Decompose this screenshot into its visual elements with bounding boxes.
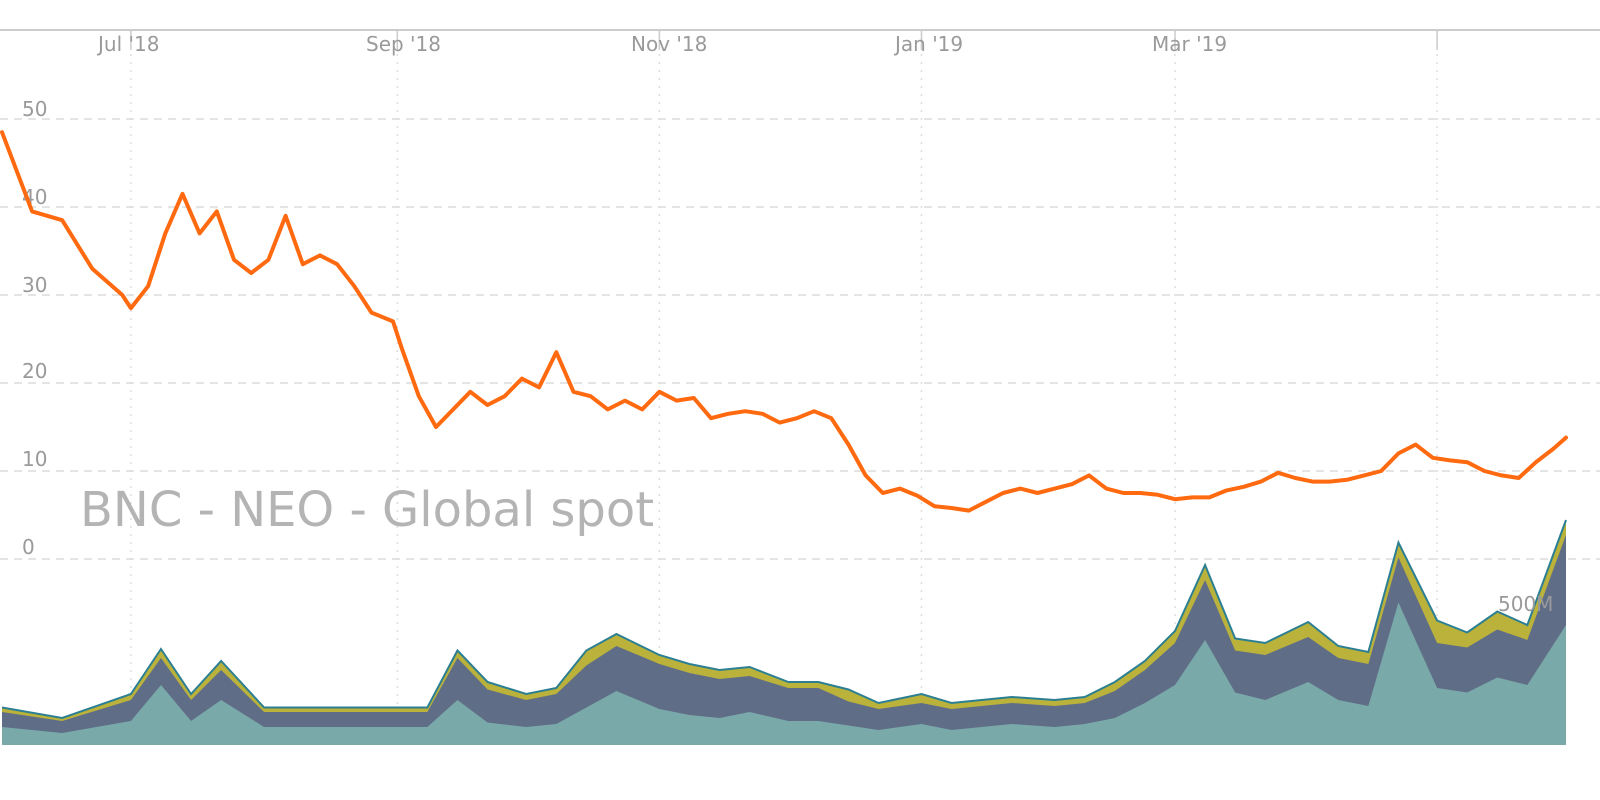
volume-area-layer: [2, 602, 1566, 745]
x-tick-label-sep-18: Sep '18: [366, 32, 441, 56]
volume-tick-label-500m: 500M: [1498, 592, 1553, 616]
price-line: [0, 130, 1568, 513]
y-tick-label-30: 30: [22, 273, 47, 297]
price-line-series: [0, 130, 1568, 513]
x-gridlines: [130, 30, 1438, 745]
y-tick-label-20: 20: [22, 359, 47, 383]
x-tick-label-jan-19: Jan '19: [893, 32, 963, 56]
volume-area-series: [1, 519, 1567, 745]
y-tick-label-10: 10: [22, 447, 47, 471]
chart-title: BNC - NEO - Global spot: [80, 482, 654, 538]
y-tick-label-0: 0: [22, 535, 35, 559]
x-tick-labels: Jul '18 Sep '18 Nov '18 Jan '19 Mar '19: [96, 32, 1227, 56]
x-tick-label-nov-18: Nov '18: [631, 32, 707, 56]
x-tick-label-mar-19: Mar '19: [1152, 32, 1227, 56]
y-tick-labels: 50 40 30 20 10 0: [22, 97, 47, 559]
y-gridlines: [0, 118, 1600, 560]
x-tick-label-jul-18: Jul '18: [96, 32, 159, 56]
y-tick-label-50: 50: [22, 97, 47, 121]
volume-outline: [1, 519, 1567, 720]
